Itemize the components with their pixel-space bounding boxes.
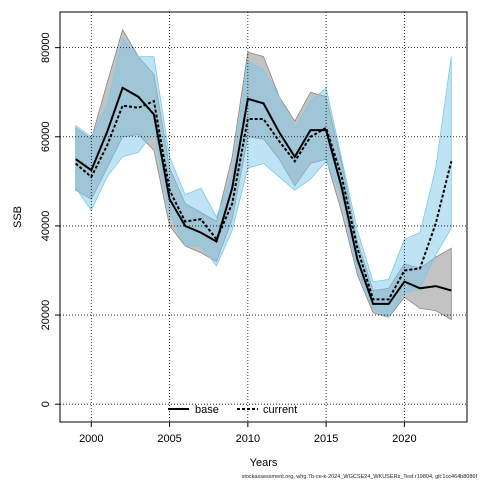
- y-tick-label: 0: [40, 401, 52, 407]
- x-axis-ticks: 2000 2005 2010 2015 2020: [79, 422, 417, 445]
- x-tick-label: 2020: [392, 433, 416, 445]
- current-series-line: [75, 99, 453, 301]
- footnote: stockassessment.org, whg.7b-ce-k-2024_WG…: [242, 474, 478, 480]
- y-axis-title: SSB: [12, 206, 24, 228]
- x-tick-label: 2000: [79, 433, 103, 445]
- y-tick-label: 40000: [40, 211, 52, 242]
- plot-frame: [59, 11, 468, 423]
- base-series-line: [75, 86, 452, 305]
- grid-lines: [60, 12, 467, 422]
- x-tick-label: 2010: [236, 433, 260, 445]
- x-tick-label: 2015: [314, 433, 338, 445]
- x-axis-title: Years: [250, 457, 278, 469]
- series-lines: [75, 86, 453, 305]
- y-tick-label: 60000: [40, 121, 52, 152]
- legend-base-label: base: [195, 404, 219, 416]
- legend: base current: [168, 404, 297, 416]
- y-axis-ticks: 0 20000 40000 60000 80000: [40, 32, 60, 407]
- current-confidence-band: [75, 37, 452, 318]
- confidence-bands: [75, 28, 452, 321]
- y-tick-label: 20000: [40, 300, 52, 331]
- y-tick-label: 80000: [40, 32, 52, 63]
- x-tick-label: 2005: [157, 433, 181, 445]
- legend-current-label: current: [263, 404, 297, 416]
